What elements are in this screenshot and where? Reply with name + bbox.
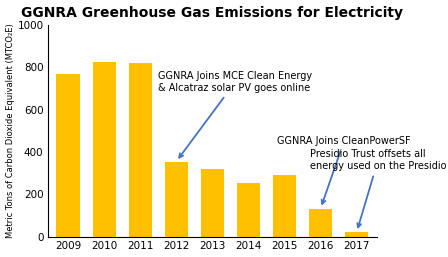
Bar (309, 209, 332, 237)
Bar (129, 63, 152, 237)
Title: GGNRA Greenhouse Gas Emissions for Electricity: GGNRA Greenhouse Gas Emissions for Elect… (22, 6, 404, 20)
Text: Presidio Trust offsets all
energy used on the Presidio: Presidio Trust offsets all energy used o… (310, 149, 446, 227)
Text: GGNRA Joins CleanPowerSF: GGNRA Joins CleanPowerSF (277, 135, 411, 204)
Bar (92, 62, 116, 237)
Bar (201, 169, 224, 237)
Bar (237, 183, 260, 237)
Text: GGNRA Joins MCE Clean Energy
& Alcatraz solar PV goes online: GGNRA Joins MCE Clean Energy & Alcatraz … (158, 71, 312, 158)
Bar (56, 74, 80, 237)
Bar (345, 232, 368, 237)
Bar (164, 162, 188, 237)
Y-axis label: Metric Tons of Carbon Dioxide Equivalent (MTCO₂E): Metric Tons of Carbon Dioxide Equivalent… (5, 23, 14, 238)
Bar (273, 175, 296, 237)
